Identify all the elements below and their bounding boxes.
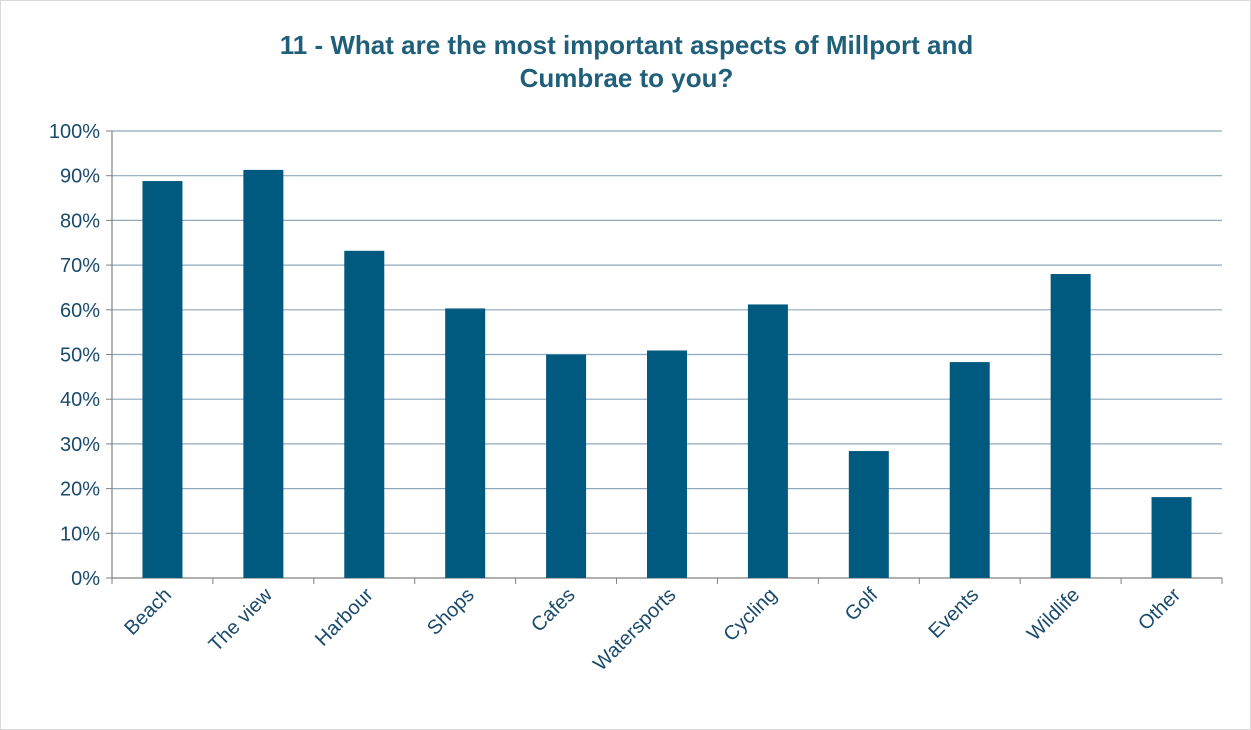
bar-wildlife (1050, 274, 1091, 578)
x-category-label: Golf (841, 584, 883, 626)
y-tick-label: 10% (60, 523, 100, 545)
y-tick-label: 90% (60, 166, 100, 188)
y-tick-label: 40% (60, 389, 100, 411)
x-category-label: Beach (120, 584, 176, 640)
chart-title-line-2: Cumbrae to you? (519, 63, 734, 93)
x-category-label: Harbour (311, 584, 378, 651)
chart-title-line-1: 11 - What are the most important aspects… (279, 30, 974, 60)
bar-cafes (546, 354, 587, 578)
y-tick-label: 50% (60, 345, 100, 367)
x-category-label: Cafes (527, 584, 580, 637)
y-tick-label: 30% (60, 434, 100, 456)
y-tick-label: 0% (71, 568, 100, 590)
x-category-label: Shops (423, 584, 479, 640)
x-category-label: Wildlife (1023, 584, 1084, 645)
y-tick-label: 60% (60, 300, 100, 322)
y-tick-label: 70% (60, 255, 100, 277)
bar-the-view (243, 169, 284, 578)
bar-events (949, 362, 990, 578)
x-category-label: Watersports (589, 584, 680, 675)
y-tick-label: 100% (49, 121, 100, 143)
bar-watersports (647, 350, 687, 578)
bar-other (1151, 497, 1192, 578)
y-tick-label: 80% (60, 210, 100, 232)
x-category-label: Events (924, 584, 983, 643)
bar-golf (848, 451, 889, 578)
y-tick-label: 20% (60, 479, 100, 501)
x-category-label: Other (1134, 584, 1185, 635)
chart-title: 11 - What are the most important aspects… (1, 29, 1251, 95)
bar-beach (142, 181, 183, 578)
x-category-label: The view (205, 584, 278, 657)
x-category-label: Cycling (720, 584, 782, 646)
bar-cycling (747, 304, 788, 578)
bar-harbour (344, 250, 385, 578)
bar-shops (445, 308, 486, 578)
